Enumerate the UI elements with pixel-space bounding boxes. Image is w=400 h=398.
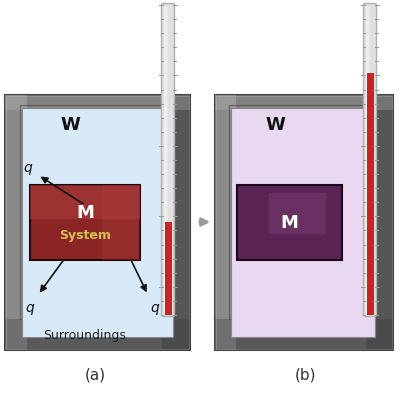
Text: (b): (b) bbox=[294, 367, 316, 382]
FancyBboxPatch shape bbox=[366, 6, 370, 314]
Bar bbox=[215, 95, 393, 350]
Bar bbox=[30, 185, 140, 260]
Bar bbox=[20, 105, 162, 320]
Bar bbox=[5, 95, 190, 350]
Bar bbox=[6, 96, 189, 349]
Text: M: M bbox=[76, 205, 94, 222]
Bar bbox=[216, 96, 392, 349]
FancyBboxPatch shape bbox=[162, 4, 174, 316]
Text: q: q bbox=[24, 161, 32, 175]
Bar bbox=[215, 95, 236, 350]
Text: System: System bbox=[59, 230, 111, 242]
Text: W: W bbox=[60, 116, 80, 134]
Bar bbox=[366, 95, 393, 350]
Bar bbox=[231, 108, 375, 337]
Bar bbox=[5, 95, 27, 350]
Bar bbox=[215, 320, 393, 350]
Bar bbox=[5, 320, 190, 350]
Bar bbox=[366, 73, 374, 315]
Bar bbox=[22, 108, 173, 337]
FancyBboxPatch shape bbox=[164, 6, 168, 314]
Text: Surroundings: Surroundings bbox=[44, 328, 126, 341]
Text: q: q bbox=[151, 301, 159, 315]
Text: W: W bbox=[265, 116, 285, 134]
Bar bbox=[162, 95, 190, 350]
Bar bbox=[164, 222, 172, 315]
Text: M: M bbox=[280, 213, 298, 232]
Bar bbox=[102, 185, 140, 260]
Bar bbox=[229, 105, 366, 320]
Bar bbox=[5, 95, 190, 110]
Bar bbox=[268, 193, 326, 234]
Bar bbox=[30, 185, 140, 219]
Text: (a): (a) bbox=[84, 367, 106, 382]
Bar bbox=[237, 185, 342, 260]
Text: q: q bbox=[26, 301, 34, 315]
Bar bbox=[215, 95, 393, 110]
FancyBboxPatch shape bbox=[364, 4, 376, 316]
